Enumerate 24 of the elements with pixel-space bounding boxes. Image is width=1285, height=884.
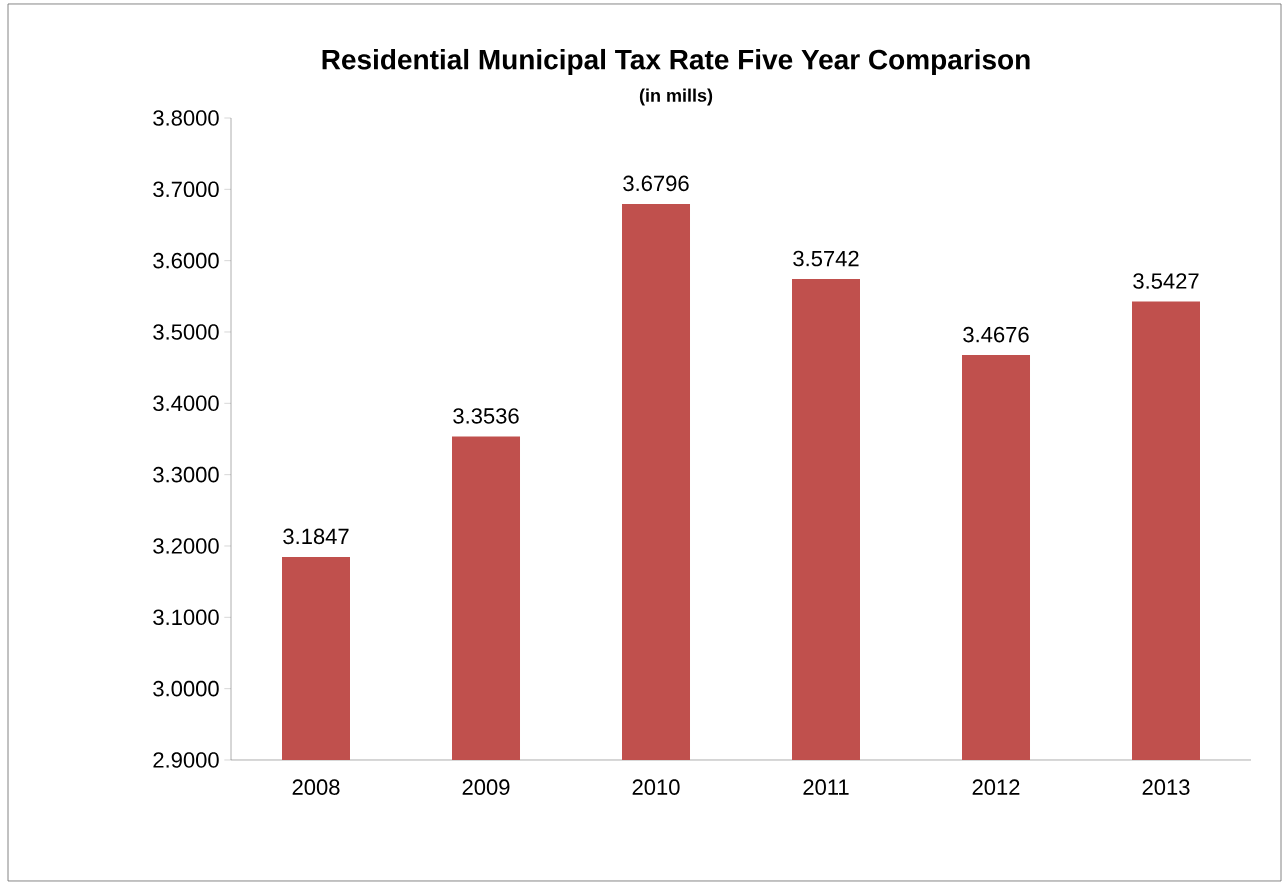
data-label: 3.4676	[963, 326, 1029, 343]
y-tick-label: 3.0000	[153, 680, 219, 697]
y-tick-label: 3.8000	[153, 110, 219, 126]
y-tick-label: 3.3000	[153, 466, 219, 483]
y-tick-label: 2.9000	[153, 752, 219, 768]
y-tick-label: 3.7000	[153, 181, 219, 198]
chart-title: Residential Municipal Tax Rate Five Year Comparison	[322, 48, 1030, 76]
x-tick-label: 2010	[632, 779, 680, 795]
data-label: 3.5742	[793, 250, 859, 267]
chart-subtitle: (in mills)	[639, 88, 713, 106]
data-label: 3.5427	[1133, 273, 1199, 289]
y-tick-label: 3.5000	[153, 324, 219, 340]
y-tick-label: 3.2000	[153, 538, 219, 554]
y-tick-label: 3.6000	[153, 252, 219, 269]
y-tick-label: 3.1000	[153, 609, 219, 626]
x-tick-label: 2012	[972, 779, 1020, 795]
data-label: 3.3536	[453, 408, 519, 424]
x-tick-label: 2008	[292, 779, 340, 795]
x-tick-label: 2011	[803, 779, 849, 795]
x-tick-label: 2009	[462, 779, 510, 795]
data-label: 3.6796	[623, 175, 689, 192]
data-label: 3.1847	[283, 528, 349, 545]
y-tick-label: 3.4000	[153, 395, 219, 412]
x-tick-label: 2013	[1142, 779, 1190, 795]
